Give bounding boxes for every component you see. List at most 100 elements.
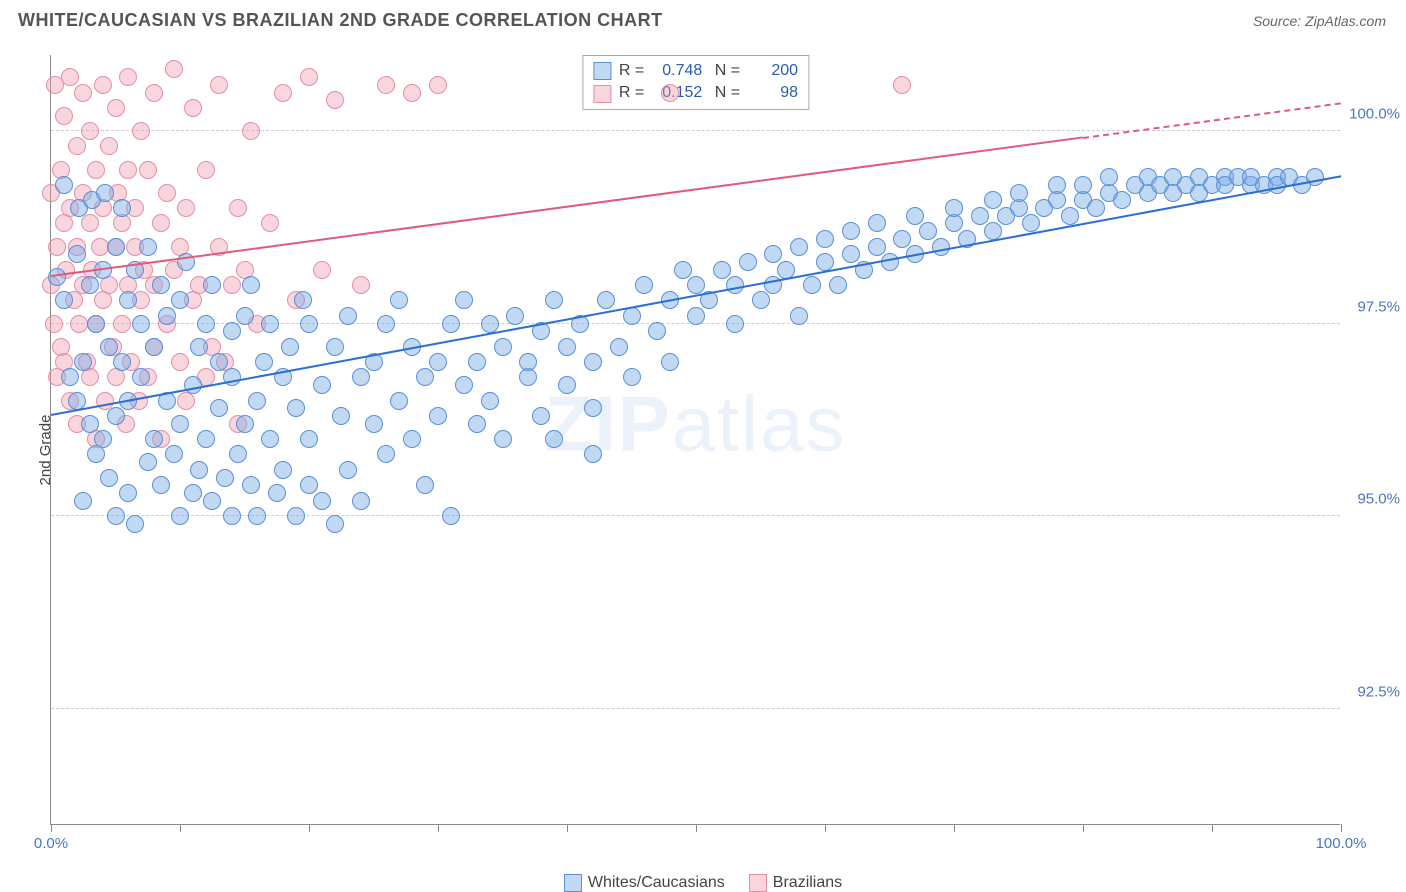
scatter-point-series1 (236, 415, 254, 433)
scatter-point-series1 (223, 322, 241, 340)
scatter-point-series1 (842, 245, 860, 263)
x-tick (51, 824, 52, 832)
scatter-point-series2 (132, 122, 150, 140)
scatter-point-series2 (261, 214, 279, 232)
chart-title: WHITE/CAUCASIAN VS BRAZILIAN 2ND GRADE C… (18, 10, 663, 31)
scatter-point-series1 (197, 430, 215, 448)
scatter-point-series1 (648, 322, 666, 340)
scatter-point-series2 (158, 184, 176, 202)
scatter-point-series2 (242, 122, 260, 140)
scatter-point-series1 (339, 461, 357, 479)
scatter-point-series2 (300, 68, 318, 86)
scatter-point-series1 (55, 291, 73, 309)
scatter-point-series1 (1061, 207, 1079, 225)
scatter-point-series1 (152, 276, 170, 294)
scatter-point-series1 (132, 368, 150, 386)
scatter-point-series1 (971, 207, 989, 225)
scatter-point-series1 (210, 399, 228, 417)
scatter-point-series1 (255, 353, 273, 371)
scatter-point-series1 (519, 368, 537, 386)
scatter-point-series1 (390, 392, 408, 410)
scatter-point-series2 (326, 91, 344, 109)
scatter-point-series1 (1306, 168, 1324, 186)
scatter-point-series1 (326, 338, 344, 356)
scatter-point-series1 (81, 415, 99, 433)
scatter-point-series1 (739, 253, 757, 271)
x-tick (954, 824, 955, 832)
scatter-point-series1 (610, 338, 628, 356)
scatter-point-series2 (223, 276, 241, 294)
scatter-point-series1 (139, 453, 157, 471)
scatter-point-series1 (184, 376, 202, 394)
scatter-point-series1 (377, 445, 395, 463)
scatter-point-series1 (687, 276, 705, 294)
scatter-point-series2 (70, 315, 88, 333)
x-tick (567, 824, 568, 832)
scatter-point-series1 (416, 476, 434, 494)
scatter-point-series1 (455, 376, 473, 394)
plot-area: ZIPatlas R = 0.748 N = 200 R = 0.152 N =… (50, 55, 1340, 825)
scatter-point-series1 (268, 484, 286, 502)
scatter-point-series1 (287, 399, 305, 417)
scatter-point-series1 (242, 276, 260, 294)
scatter-point-series1 (1010, 199, 1028, 217)
y-tick-label: 92.5% (1345, 683, 1400, 700)
scatter-point-series1 (100, 338, 118, 356)
scatter-point-series2 (81, 122, 99, 140)
scatter-point-series2 (100, 137, 118, 155)
scatter-point-series2 (68, 137, 86, 155)
scatter-point-series1 (74, 353, 92, 371)
scatter-point-series1 (932, 238, 950, 256)
scatter-point-series1 (171, 291, 189, 309)
scatter-point-series1 (403, 430, 421, 448)
scatter-point-series2 (171, 353, 189, 371)
scatter-point-series1 (119, 484, 137, 502)
legend-item-series1: Whites/Caucasians (564, 874, 725, 892)
scatter-point-series1 (68, 245, 86, 263)
scatter-point-series1 (1113, 191, 1131, 209)
trendline-series2-extrapolated (1083, 102, 1341, 139)
scatter-point-series1 (113, 199, 131, 217)
swatch-series2 (593, 85, 611, 103)
scatter-point-series1 (248, 392, 266, 410)
scatter-point-series1 (945, 199, 963, 217)
scatter-point-series2 (152, 214, 170, 232)
scatter-point-series1 (893, 230, 911, 248)
n-value-series1: 200 (748, 60, 798, 82)
stats-row-series2: R = 0.152 N = 98 (593, 82, 798, 104)
scatter-point-series1 (294, 291, 312, 309)
scatter-point-series1 (713, 261, 731, 279)
scatter-point-series1 (984, 191, 1002, 209)
x-tick-label: 0.0% (34, 835, 68, 852)
scatter-point-series1 (868, 238, 886, 256)
scatter-point-series1 (442, 507, 460, 525)
scatter-point-series1 (87, 315, 105, 333)
scatter-point-series1 (274, 461, 292, 479)
y-tick-label: 100.0% (1345, 106, 1400, 123)
scatter-point-series2 (661, 84, 679, 102)
scatter-point-series2 (119, 161, 137, 179)
scatter-point-series2 (210, 76, 228, 94)
scatter-point-series1 (74, 492, 92, 510)
scatter-point-series2 (177, 392, 195, 410)
scatter-point-series1 (726, 315, 744, 333)
scatter-point-series1 (674, 261, 692, 279)
scatter-point-series1 (584, 399, 602, 417)
scatter-point-series1 (48, 268, 66, 286)
scatter-point-series1 (1048, 176, 1066, 194)
scatter-point-series1 (139, 238, 157, 256)
scatter-point-series2 (48, 238, 66, 256)
scatter-point-series1 (203, 276, 221, 294)
scatter-point-series1 (455, 291, 473, 309)
scatter-point-series1 (468, 415, 486, 433)
scatter-point-series2 (403, 84, 421, 102)
scatter-point-series2 (113, 315, 131, 333)
scatter-point-series2 (55, 214, 73, 232)
scatter-point-series1 (158, 307, 176, 325)
y-tick-label: 97.5% (1345, 298, 1400, 315)
swatch-series1-icon (564, 874, 582, 892)
scatter-point-series1 (223, 507, 241, 525)
scatter-point-series1 (906, 207, 924, 225)
scatter-point-series1 (326, 515, 344, 533)
scatter-point-series1 (190, 338, 208, 356)
